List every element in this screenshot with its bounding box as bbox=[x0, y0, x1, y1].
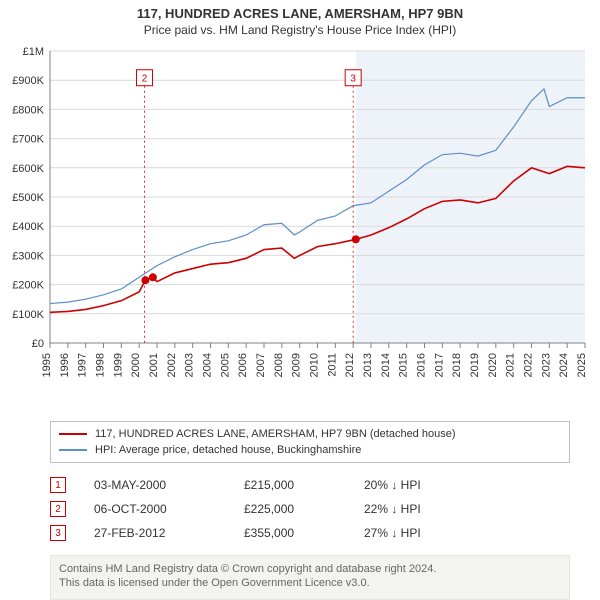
legend-label: HPI: Average price, detached house, Buck… bbox=[95, 444, 361, 456]
svg-text:£700K: £700K bbox=[12, 134, 44, 146]
chart-area: £0 £100K £200K £300K £400K £500K £600K £700K £80… bbox=[0, 43, 600, 413]
svg-text:2020: 2020 bbox=[487, 353, 499, 377]
svg-text:2021: 2021 bbox=[505, 353, 517, 377]
svg-text:2004: 2004 bbox=[202, 353, 214, 377]
sale-date: 06-OCT-2000 bbox=[94, 502, 244, 516]
svg-text:2011: 2011 bbox=[326, 353, 338, 377]
chart-container: 117, HUNDRED ACRES LANE, AMERSHAM, HP7 9… bbox=[0, 0, 600, 600]
sale-date: 27-FEB-2012 bbox=[94, 526, 244, 540]
svg-text:2015: 2015 bbox=[398, 353, 410, 377]
svg-text:£100K: £100K bbox=[12, 309, 44, 321]
svg-text:1996: 1996 bbox=[59, 353, 71, 377]
svg-text:1998: 1998 bbox=[95, 353, 107, 377]
footer-line: Contains HM Land Registry data © Crown c… bbox=[59, 562, 561, 576]
table-row: 2 06-OCT-2000 £225,000 22% ↓ HPI bbox=[50, 497, 570, 521]
footer-line: This data is licensed under the Open Gov… bbox=[59, 576, 561, 590]
table-row: 1 03-MAY-2000 £215,000 20% ↓ HPI bbox=[50, 473, 570, 497]
svg-text:2025: 2025 bbox=[576, 353, 588, 377]
titles: 117, HUNDRED ACRES LANE, AMERSHAM, HP7 9… bbox=[0, 0, 600, 37]
sale-delta: 20% ↓ HPI bbox=[364, 478, 484, 492]
svg-text:£0: £0 bbox=[32, 338, 44, 350]
svg-text:2006: 2006 bbox=[237, 353, 249, 377]
sale-marker-2: 2 bbox=[50, 501, 66, 517]
legend-swatch-price bbox=[59, 433, 87, 435]
svg-text:2010: 2010 bbox=[309, 353, 321, 377]
legend-row: 117, HUNDRED ACRES LANE, AMERSHAM, HP7 9… bbox=[59, 426, 561, 442]
sale-price: £225,000 bbox=[244, 502, 364, 516]
svg-text:£200K: £200K bbox=[12, 280, 44, 292]
svg-text:2002: 2002 bbox=[166, 353, 178, 377]
sale-price: £215,000 bbox=[244, 478, 364, 492]
svg-text:2016: 2016 bbox=[416, 353, 428, 377]
svg-text:3: 3 bbox=[350, 74, 356, 85]
svg-text:2009: 2009 bbox=[291, 353, 303, 377]
svg-text:2018: 2018 bbox=[451, 353, 463, 377]
sale-marker-1: 1 bbox=[50, 477, 66, 493]
svg-text:£400K: £400K bbox=[12, 221, 44, 233]
svg-text:£1M: £1M bbox=[23, 46, 44, 58]
svg-text:2023: 2023 bbox=[540, 353, 552, 377]
svg-text:2013: 2013 bbox=[362, 353, 374, 377]
svg-text:2005: 2005 bbox=[219, 353, 231, 377]
legend: 117, HUNDRED ACRES LANE, AMERSHAM, HP7 9… bbox=[50, 421, 570, 463]
svg-text:2008: 2008 bbox=[273, 353, 285, 377]
svg-text:2000: 2000 bbox=[130, 353, 142, 377]
table-row: 3 27-FEB-2012 £355,000 27% ↓ HPI bbox=[50, 521, 570, 545]
sale-delta: 22% ↓ HPI bbox=[364, 502, 484, 516]
title-address: 117, HUNDRED ACRES LANE, AMERSHAM, HP7 9… bbox=[0, 6, 600, 21]
legend-swatch-hpi bbox=[59, 449, 87, 451]
svg-text:2003: 2003 bbox=[184, 353, 196, 377]
svg-text:£300K: £300K bbox=[12, 250, 44, 262]
sale-price: £355,000 bbox=[244, 526, 364, 540]
svg-text:2007: 2007 bbox=[255, 353, 267, 377]
svg-text:1995: 1995 bbox=[41, 353, 53, 377]
sales-table: 1 03-MAY-2000 £215,000 20% ↓ HPI 2 06-OC… bbox=[50, 473, 570, 545]
footer: Contains HM Land Registry data © Crown c… bbox=[50, 555, 570, 600]
svg-text:£500K: £500K bbox=[12, 192, 44, 204]
title-subtitle: Price paid vs. HM Land Registry's House … bbox=[0, 23, 600, 37]
sale-date: 03-MAY-2000 bbox=[94, 478, 244, 492]
svg-text:2017: 2017 bbox=[433, 353, 445, 377]
sale-delta: 27% ↓ HPI bbox=[364, 526, 484, 540]
legend-label: 117, HUNDRED ACRES LANE, AMERSHAM, HP7 9… bbox=[95, 428, 456, 440]
svg-text:2014: 2014 bbox=[380, 353, 392, 377]
svg-text:2019: 2019 bbox=[469, 353, 481, 377]
legend-row: HPI: Average price, detached house, Buck… bbox=[59, 442, 561, 458]
svg-text:£900K: £900K bbox=[12, 75, 44, 87]
svg-text:2024: 2024 bbox=[558, 353, 570, 377]
svg-text:2001: 2001 bbox=[148, 353, 160, 377]
sale-marker-3: 3 bbox=[50, 525, 66, 541]
svg-text:1999: 1999 bbox=[112, 353, 124, 377]
svg-text:1997: 1997 bbox=[77, 353, 89, 377]
svg-text:2012: 2012 bbox=[344, 353, 356, 377]
svg-text:£600K: £600K bbox=[12, 163, 44, 175]
svg-text:2022: 2022 bbox=[523, 353, 535, 377]
svg-text:£800K: £800K bbox=[12, 104, 44, 116]
chart-svg: £0 £100K £200K £300K £400K £500K £600K £700K £80… bbox=[0, 43, 600, 413]
svg-text:2: 2 bbox=[142, 74, 148, 85]
